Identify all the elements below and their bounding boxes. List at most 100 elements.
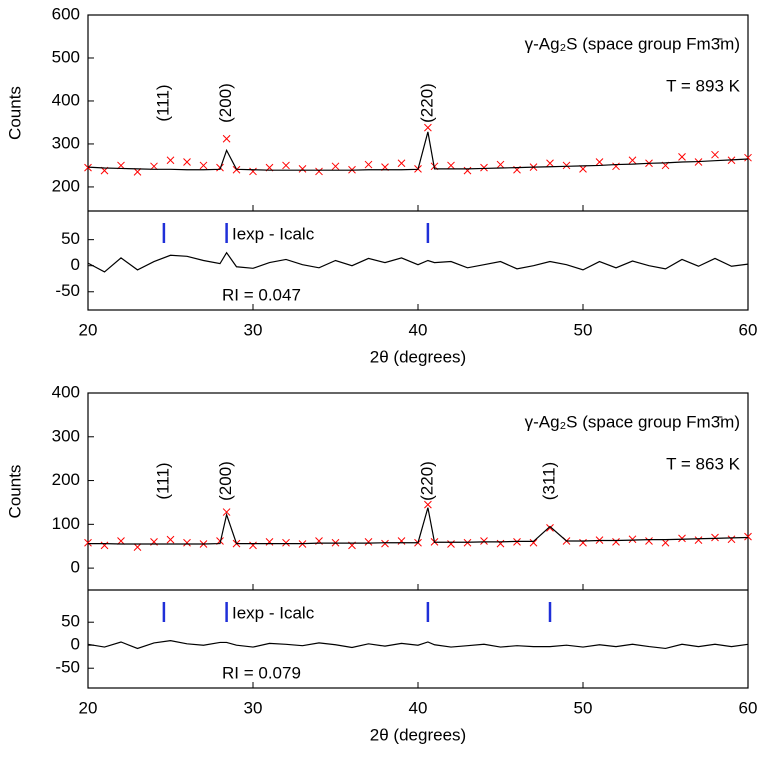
y-tick-label: 200 <box>52 470 80 489</box>
observed-point <box>133 168 142 176</box>
reflection-label: (220) <box>417 461 436 501</box>
observed-point <box>183 538 191 547</box>
x-tick-label: 60 <box>739 698 758 717</box>
y-axis-label: Counts <box>5 86 24 140</box>
y-tick-label: 600 <box>52 4 80 23</box>
r-label: RI = 0.047 <box>222 285 301 304</box>
observed-point <box>727 535 736 544</box>
observed-point <box>463 166 472 175</box>
observed-point <box>546 523 554 532</box>
reflection-label: (311) <box>539 462 558 500</box>
observed-point <box>595 158 604 166</box>
observed-point <box>364 537 373 546</box>
observed-point <box>628 156 637 165</box>
reflection-label: (111) <box>153 84 172 121</box>
observed-point <box>612 162 620 171</box>
observed-point <box>166 535 175 544</box>
observed-point <box>282 161 290 170</box>
y2-tick-label: 0 <box>71 635 80 654</box>
observed-point <box>222 134 231 143</box>
observed-point <box>166 156 175 165</box>
calculated-line <box>87 131 749 171</box>
reflection-label: (111) <box>153 462 172 499</box>
observed-point <box>711 150 719 159</box>
observed-point <box>249 541 257 550</box>
difference-label: Iexp - Icalc <box>232 224 315 243</box>
observed-point <box>496 539 505 548</box>
y2-tick-label: 0 <box>71 255 80 274</box>
observed-point <box>529 538 538 547</box>
observed-point <box>117 537 125 545</box>
y-tick-label: 200 <box>52 176 80 195</box>
observed-point <box>562 161 571 170</box>
observed-point <box>546 159 554 168</box>
observed-point <box>612 537 620 546</box>
y2-tick-label: -50 <box>55 658 80 677</box>
y2-tick-label: 50 <box>61 229 80 248</box>
observed-point <box>265 537 274 546</box>
y-tick-label: 400 <box>52 90 80 109</box>
y-tick-label: 300 <box>52 426 80 445</box>
observed-point <box>249 167 257 176</box>
y2-tick-label: 50 <box>61 612 80 631</box>
reflection-label: (220) <box>417 83 436 123</box>
observed-point <box>645 537 653 545</box>
calculated-line <box>88 507 749 545</box>
observed-point <box>397 537 406 545</box>
observed-point <box>117 161 125 170</box>
phase-label: γ-Ag₂S (space group Fm3̄m) <box>525 412 740 431</box>
observed-point <box>150 162 158 171</box>
observed-point <box>628 535 637 544</box>
observed-point <box>424 123 432 132</box>
observed-point <box>298 165 307 173</box>
observed-point <box>424 500 432 509</box>
observed-point <box>447 540 455 548</box>
x-tick-label: 50 <box>574 698 593 717</box>
observed-point <box>364 160 373 169</box>
observed-point <box>381 539 389 548</box>
observed-point <box>331 162 340 171</box>
difference-line <box>87 640 749 650</box>
observed-point <box>315 167 323 176</box>
y-axis-label: Counts <box>5 465 24 519</box>
observed-point <box>694 536 703 544</box>
temperature-label: T = 893 K <box>666 76 741 95</box>
x-axis-label: 2θ (degrees) <box>370 347 466 366</box>
x-tick-label: 20 <box>79 320 98 339</box>
x-tick-label: 60 <box>739 320 758 339</box>
observed-point <box>744 532 752 541</box>
observed-point <box>678 152 686 161</box>
x-tick-label: 30 <box>244 320 263 339</box>
y-tick-label: 300 <box>52 133 80 152</box>
observed-point <box>496 160 505 169</box>
phase-label: γ-Ag₂S (space group Fm3̄m) <box>525 34 740 53</box>
observed-point <box>579 538 587 547</box>
observed-point <box>744 153 752 162</box>
observed-point <box>678 534 686 543</box>
observed-point <box>199 161 208 170</box>
observed-point <box>447 161 455 170</box>
observed-point <box>480 163 488 172</box>
observed-point <box>579 165 587 173</box>
observed-point <box>397 159 406 168</box>
observed-point <box>133 543 142 551</box>
x-tick-label: 20 <box>79 698 98 717</box>
temperature-label: T = 863 K <box>666 454 741 473</box>
reflection-label: (200) <box>216 461 235 501</box>
observed-point <box>183 158 191 166</box>
x-tick-label: 30 <box>244 698 263 717</box>
observed-point <box>711 533 719 542</box>
x-tick-label: 40 <box>409 320 428 339</box>
x-axis-label: 2θ (degrees) <box>370 725 466 744</box>
r-label: RI = 0.079 <box>222 663 301 682</box>
observed-point <box>661 538 670 547</box>
observed-point <box>282 538 290 547</box>
observed-point <box>84 538 92 547</box>
observed-point <box>480 537 488 545</box>
observed-point <box>222 508 231 516</box>
y-tick-label: 0 <box>71 558 80 577</box>
y-tick-label: 100 <box>52 514 80 533</box>
x-tick-label: 50 <box>574 320 593 339</box>
y-tick-label: 400 <box>52 382 80 401</box>
